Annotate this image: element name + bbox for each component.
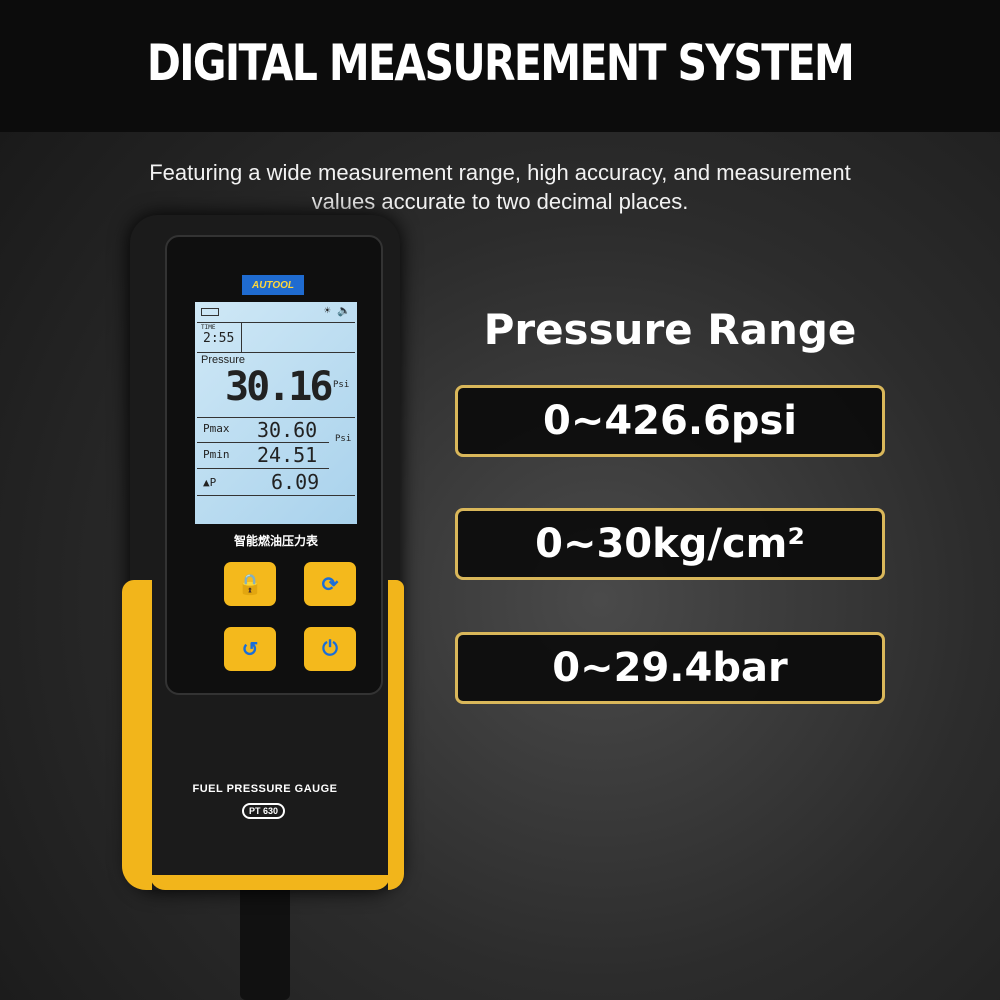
refresh-button[interactable]: ⟳ [304,562,356,606]
brand-text: FUEL PRESSURE GAUGE [192,783,338,795]
pmin-label: Pmin [203,448,230,461]
pmax-value: 30.60 [257,418,318,442]
range-bar: 0~29.4bar [455,632,885,704]
lcd-screen: ☀ 🔈 TIME 2:55 Pressure 30.16 Psi Pmax 30… [195,302,357,524]
page-title: DIGITAL MEASUREMENT SYSTEM [146,34,855,92]
pressure-label: Pressure [201,354,246,366]
subtitle-line: Featuring a wide measurement range, high… [149,160,851,185]
model-badge: PT 630 [242,803,286,819]
pmin-value: 24.51 [257,443,318,467]
delta-p-value: 6.09 [271,470,320,494]
header-band [0,0,1000,132]
range-heading: Pressure Range [483,305,857,354]
pressure-gauge-device: AUTOOL ☀ 🔈 TIME 2:55 Pressure 30.16 Psi … [122,215,404,890]
front-panel: AUTOOL ☀ 🔈 TIME 2:55 Pressure 30.16 Psi … [165,235,383,695]
range-psi: 0~426.6psi [455,385,885,457]
autool-logo: AUTOOL [242,275,304,295]
power-button[interactable]: ⏻ [304,627,356,671]
power-icon: ⏻ [322,637,338,660]
device-cable [240,880,290,1000]
back-button[interactable]: ↺ [224,627,276,671]
time-label: TIME [201,324,216,331]
brightness-sound-icon: ☀ 🔈 [324,304,351,317]
back-icon: ↺ [241,638,259,661]
yellow-grip-right [388,580,404,890]
range-kgcm2: 0~30kg/cm² [455,508,885,580]
battery-icon [201,308,219,316]
refresh-icon: ⟳ [321,573,339,596]
pressure-unit: Psi [333,380,350,390]
pmax-label: Pmax [203,422,230,435]
delta-p-label: ▲P [203,476,217,489]
yellow-grip-left [122,580,152,890]
subtitle: Featuring a wide measurement range, high… [0,158,1000,216]
subtitle-line: values accurate to two decimal places. [311,189,689,214]
time-value: 2:55 [203,331,235,346]
pressure-value: 30.16 [225,364,333,410]
yellow-grip-bottom [150,875,390,890]
lock-button[interactable]: 🔒 [224,562,276,606]
lock-icon: 🔒 [237,573,263,596]
pmin-pmax-unit: Psi [335,434,352,444]
chinese-label: 智能燃油压力表 [233,534,318,548]
